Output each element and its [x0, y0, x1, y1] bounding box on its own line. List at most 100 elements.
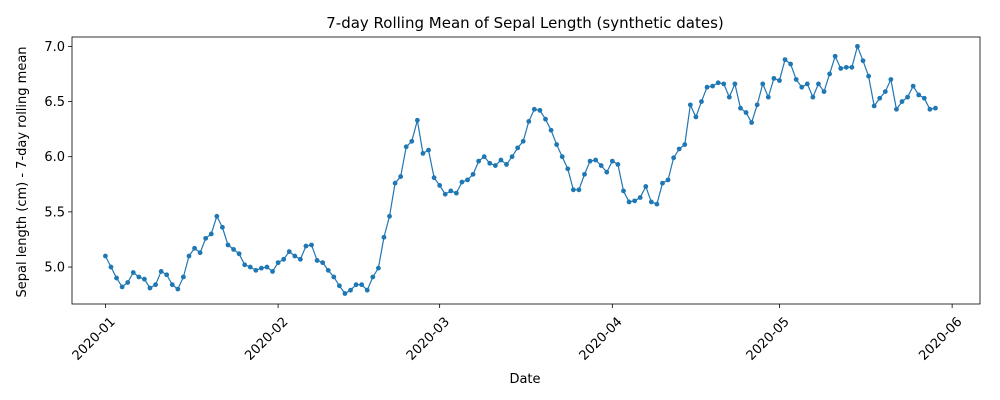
data-point: [220, 224, 225, 230]
data-point: [710, 83, 716, 89]
data-point: [147, 285, 153, 291]
data-point: [264, 264, 270, 270]
data-point: [559, 154, 565, 160]
data-point: [325, 267, 331, 273]
data-point: [359, 282, 365, 288]
data-point: [203, 235, 209, 241]
data-point: [281, 256, 287, 262]
data-point: [320, 260, 326, 266]
y-tick-label: 7.0: [44, 40, 65, 55]
x-axis-label: Date: [509, 372, 540, 387]
data-point: [632, 198, 638, 204]
x-tick-label: 2020-04: [577, 315, 626, 364]
data-point: [582, 171, 587, 177]
data-point: [370, 274, 376, 280]
data-point: [465, 177, 470, 183]
data-point: [303, 243, 309, 249]
data-point: [175, 286, 181, 292]
y-tick-label: 5.0: [44, 261, 65, 276]
data-point: [387, 213, 392, 219]
data-point: [158, 269, 164, 274]
data-point: [292, 253, 298, 259]
data-point: [153, 282, 158, 288]
data-point: [760, 81, 766, 87]
data-point: [788, 61, 793, 67]
data-point: [348, 287, 353, 293]
data-point: [810, 94, 816, 100]
x-axis: 2020-01 2020-02 2020-03 2020-04 2020-05 2020-…: [70, 304, 965, 364]
data-point: [108, 264, 114, 270]
data-point: [749, 120, 755, 125]
data-point: [119, 284, 125, 290]
data-point: [537, 107, 543, 113]
data-point: [615, 162, 621, 167]
data-point: [821, 89, 827, 95]
data-point: [214, 213, 220, 219]
series-line: [104, 44, 936, 295]
data-point: [816, 81, 821, 87]
data-point: [771, 75, 777, 81]
data-point: [526, 119, 532, 124]
data-point: [520, 138, 526, 144]
data-point: [169, 282, 175, 288]
data-point: [793, 77, 799, 82]
data-point: [570, 187, 576, 193]
series-layer: [103, 43, 938, 296]
data-point: [136, 274, 142, 280]
data-point: [676, 146, 682, 152]
data-point: [498, 157, 504, 163]
data-point: [699, 99, 704, 104]
data-point: [754, 102, 760, 108]
y-tick-label: 6.5: [44, 95, 65, 110]
data-point: [242, 262, 248, 268]
data-point: [208, 231, 214, 237]
chart-title: 7-day Rolling Mean of Sepal Length (synt…: [326, 14, 724, 32]
data-point: [231, 246, 236, 252]
data-point: [331, 274, 337, 280]
y-tick-label: 6.0: [44, 150, 65, 165]
data-point: [431, 175, 437, 181]
data-point: [392, 180, 398, 186]
data-point: [286, 249, 292, 254]
data-point: [453, 190, 459, 196]
x-tick-label: 2020-06: [916, 315, 965, 364]
data-point: [253, 267, 259, 273]
data-point: [381, 234, 387, 240]
data-point: [882, 89, 888, 95]
data-point: [637, 195, 643, 200]
data-point: [125, 280, 131, 285]
data-point: [336, 283, 342, 289]
data-point: [375, 265, 381, 271]
data-point: [609, 158, 615, 164]
data-point: [364, 287, 370, 293]
data-point: [804, 81, 810, 87]
data-point: [877, 95, 883, 101]
data-point: [782, 57, 788, 63]
plot-frame: [71, 36, 981, 305]
data-point: [905, 94, 910, 100]
data-point: [442, 191, 448, 197]
y-axis-label: Sepal length (cm) - 7-day rolling mean: [15, 46, 30, 297]
y-axis: 5.0 5.5 6.0 6.5 7.0: [44, 40, 72, 276]
data-point: [838, 66, 844, 71]
data-point: [593, 157, 599, 163]
data-point: [548, 127, 554, 133]
x-tick-label: 2020-05: [744, 315, 793, 364]
data-point: [855, 43, 860, 49]
data-point: [921, 95, 927, 101]
data-point: [654, 201, 660, 207]
data-point: [275, 260, 281, 266]
data-point: [403, 144, 409, 150]
data-point: [270, 269, 275, 274]
data-point: [738, 105, 743, 111]
data-point: [342, 291, 348, 296]
data-point: [643, 184, 649, 189]
data-point: [888, 77, 894, 82]
data-point: [504, 162, 509, 167]
data-point: [587, 158, 593, 164]
data-point: [687, 102, 693, 108]
data-point: [927, 106, 933, 112]
data-point: [426, 147, 431, 153]
data-point: [726, 94, 732, 100]
